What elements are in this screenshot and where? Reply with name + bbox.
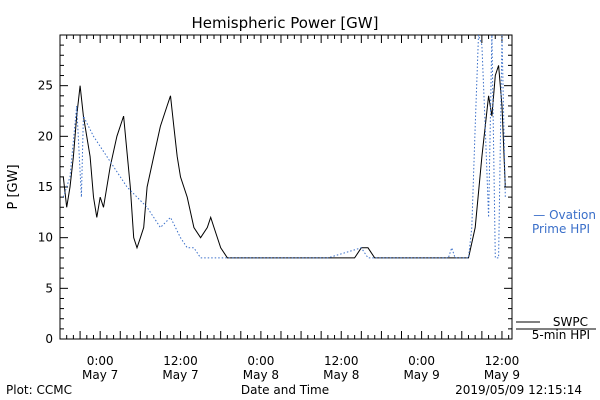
y-axis-ticks: 0 5 10 15 20 25 [38,34,512,346]
series-layer [62,34,506,259]
x-tick-date-label: May 9 [484,368,520,382]
ovation-prime-hpi-line [62,34,506,259]
y-tick-label: 0 [45,332,53,346]
swpc-legend: SWPC 5-min HPI [516,315,596,342]
x-tick-date-label: May 7 [162,368,198,382]
chart-title: Hemispheric Power [GW] [192,14,379,32]
x-tick-time-label: 0:00 [87,354,114,368]
ovation-prime-legend: — Ovation Prime HPI [532,208,596,236]
x-tick-time-label: 12:00 [163,354,198,368]
x-tick-time-label: 0:00 [247,354,274,368]
y-tick-label: 5 [45,281,53,295]
x-tick-time-label: 12:00 [324,354,359,368]
plot-area-frame [59,34,513,340]
y-tick-label: 15 [38,180,53,194]
ovation-legend-line-2: Prime HPI [532,222,590,236]
x-tick-date-label: May 8 [323,368,359,382]
swpc-hpi-line [62,65,506,259]
y-tick-label: 20 [38,129,53,143]
y-tick-label: 10 [38,231,53,245]
x-tick-time-label: 12:00 [485,354,520,368]
x-tick-time-label: 0:00 [408,354,435,368]
x-tick-date-label: May 7 [82,368,118,382]
y-tick-label: 25 [38,79,53,93]
x-tick-date-label: May 8 [243,368,279,382]
y-axis-label: P [GW] [6,164,21,209]
ovation-legend-line-1: — Ovation [533,208,596,222]
footer-timestamp: 2019/05/09 12:15:14 [455,383,582,397]
x-tick-date-label: May 9 [403,368,439,382]
swpc-legend-line-1: SWPC [553,315,588,329]
footer-plot-source: Plot: CCMC [6,383,72,397]
swpc-legend-line-2: 5-min HPI [532,328,590,342]
x-axis-label: Date and Time [241,383,329,397]
